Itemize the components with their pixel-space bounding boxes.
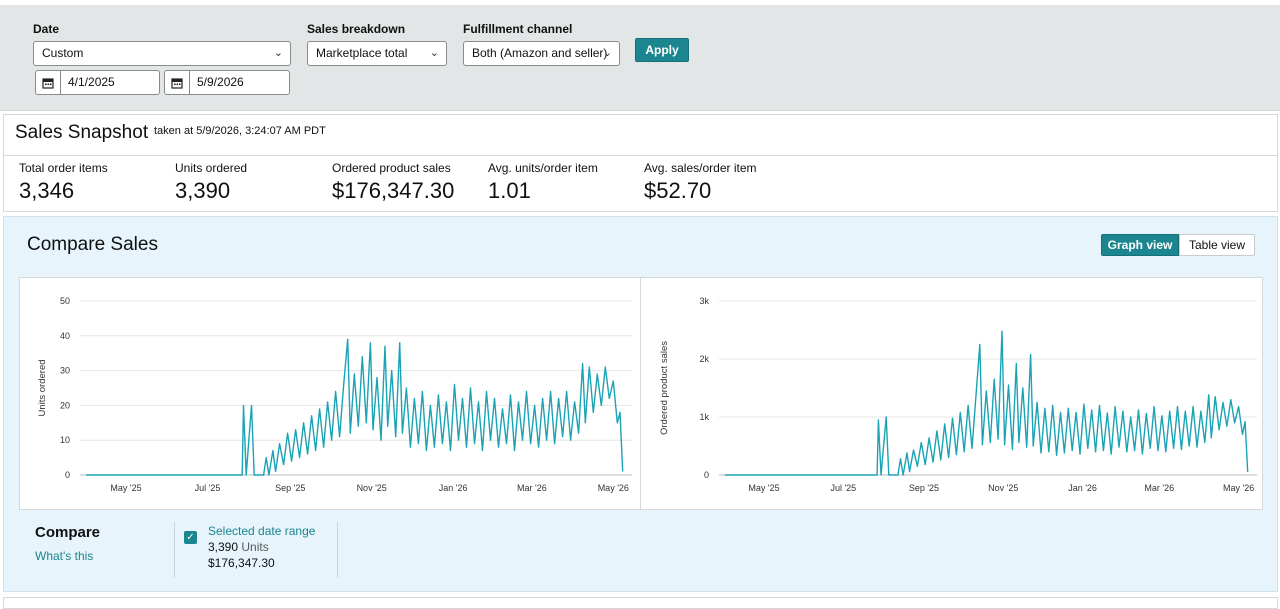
y-tick-label: 0: [704, 470, 709, 480]
series-line: [725, 330, 1249, 476]
ordered-product-sales-chart: 0 1k 2k 3k May '25 Jul '25 Sep '25 Nov '25 Jan '…: [659, 296, 1257, 493]
x-tick-label: Mar '26: [517, 483, 547, 493]
legend-units: 3,390 Units: [208, 540, 269, 554]
fulfillment-channel-label: Fulfillment channel: [463, 22, 573, 36]
x-tick-label: Nov '25: [988, 483, 1018, 493]
x-tick-label: Jul '25: [830, 483, 856, 493]
y-tick-label: 3k: [699, 296, 709, 306]
x-tick-label: May '26: [598, 483, 629, 493]
charts-container: 0 10 20 30 40 50 May '25 Jul '25 Sep '25 Nov '25 J…: [19, 277, 1263, 510]
legend-selected-range: ✓ Selected date range 3,390 Units $176,3…: [174, 522, 338, 578]
date-range-value: Custom: [42, 46, 84, 60]
fulfillment-channel-value: Both (Amazon and seller): [472, 46, 608, 60]
divider: [4, 155, 1277, 156]
compare-label: Compare: [35, 524, 101, 541]
sales-breakdown-label: Sales breakdown: [307, 22, 406, 36]
metric-value: $52.70: [644, 178, 712, 203]
x-tick-label: Sep '25: [909, 483, 939, 493]
sales-breakdown-value: Marketplace total: [316, 46, 408, 60]
fulfillment-channel-select[interactable]: Both (Amazon and seller) ⌄: [463, 41, 620, 66]
metric-value: 3,390: [175, 178, 231, 203]
x-tick-label: Mar '26: [1144, 483, 1174, 493]
y-axis-label: Units ordered: [37, 359, 48, 416]
x-tick-label: Jan '26: [1068, 483, 1097, 493]
date-label: Date: [33, 22, 60, 36]
date-range-select[interactable]: Custom ⌄: [33, 41, 291, 66]
series-line: [86, 338, 624, 476]
selected-range-label: Selected date range: [208, 524, 316, 538]
y-tick-label: 10: [60, 435, 70, 445]
units-ordered-chart: 0 10 20 30 40 50 May '25 Jul '25 Sep '25 Nov '25 J…: [37, 296, 632, 493]
graph-view-button[interactable]: Graph view: [1101, 234, 1179, 256]
chevron-down-icon: ⌄: [602, 47, 612, 59]
checkbox-checked-icon[interactable]: ✓: [184, 531, 197, 544]
metric-label: Units ordered: [175, 161, 248, 175]
compare-sales-title: Compare Sales: [27, 234, 158, 255]
y-tick-label: 2k: [699, 354, 709, 364]
table-view-button[interactable]: Table view: [1179, 234, 1255, 256]
filter-bar: Date Custom ⌄ 4/1/2025 5/9/2026 Sales br…: [0, 5, 1280, 111]
end-date-field[interactable]: 5/9/2026: [164, 70, 290, 95]
compare-sales-panel: Compare Sales Graph view Table view 0 10 2…: [3, 216, 1278, 592]
sales-snapshot-panel: Sales Snapshot taken at 5/9/2026, 3:24:0…: [3, 114, 1278, 212]
metric-value: 3,346: [19, 178, 75, 203]
metric-ordered-product-sales: Ordered product sales $176,347.30: [332, 161, 454, 204]
units-label: Units: [241, 540, 269, 554]
snapshot-title: Sales Snapshot: [15, 122, 149, 143]
next-panel-edge: [3, 597, 1278, 609]
metric-label: Avg. sales/order item: [644, 161, 757, 175]
metric-total-order-items: Total order items 3,346: [19, 161, 108, 204]
metric-value: 1.01: [488, 178, 531, 203]
start-date-field[interactable]: 4/1/2025: [35, 70, 160, 95]
metric-avg-units-per-order-item: Avg. units/order item 1.01: [488, 161, 598, 204]
x-tick-label: Jan '26: [439, 483, 468, 493]
whats-this-link[interactable]: What's this: [35, 549, 94, 563]
y-tick-label: 20: [60, 400, 70, 410]
y-tick-label: 40: [60, 331, 70, 341]
x-tick-label: Jul '25: [195, 483, 221, 493]
y-tick-label: 0: [65, 470, 70, 480]
y-tick-label: 30: [60, 366, 70, 376]
snapshot-timestamp: taken at 5/9/2026, 3:24:07 AM PDT: [154, 125, 326, 137]
metric-units-ordered: Units ordered 3,390: [175, 161, 247, 204]
metric-label: Ordered product sales: [332, 161, 451, 175]
metric-label: Total order items: [19, 161, 108, 175]
y-axis-label: Ordered product sales: [659, 341, 670, 435]
legend-sales: $176,347.30: [208, 556, 275, 570]
y-tick-label: 1k: [699, 412, 709, 422]
y-tick-label: 50: [60, 296, 70, 306]
apply-button[interactable]: Apply: [635, 38, 689, 62]
start-date-value: 4/1/2025: [68, 75, 115, 89]
chevron-down-icon: ⌄: [273, 47, 283, 59]
metric-label: Avg. units/order item: [488, 161, 598, 175]
x-tick-label: Sep '25: [275, 483, 305, 493]
calendar-icon[interactable]: [165, 71, 190, 94]
x-tick-label: Nov '25: [357, 483, 387, 493]
calendar-icon[interactable]: [36, 71, 61, 94]
divider: [640, 278, 641, 509]
x-tick-label: May '25: [110, 483, 141, 493]
metric-avg-sales-per-order-item: Avg. sales/order item $52.70: [644, 161, 757, 204]
units-value: 3,390: [208, 540, 239, 554]
x-tick-label: May '26: [1223, 483, 1254, 493]
end-date-value: 5/9/2026: [197, 75, 244, 89]
chevron-down-icon: ⌄: [429, 47, 439, 59]
x-tick-label: May '25: [748, 483, 779, 493]
metric-value: $176,347.30: [332, 178, 455, 203]
sales-breakdown-select[interactable]: Marketplace total ⌄: [307, 41, 447, 66]
